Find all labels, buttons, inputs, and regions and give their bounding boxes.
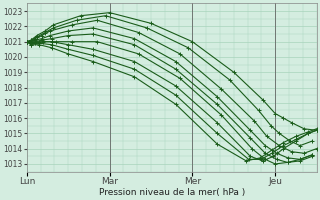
- X-axis label: Pression niveau de la mer( hPa ): Pression niveau de la mer( hPa ): [99, 188, 245, 197]
